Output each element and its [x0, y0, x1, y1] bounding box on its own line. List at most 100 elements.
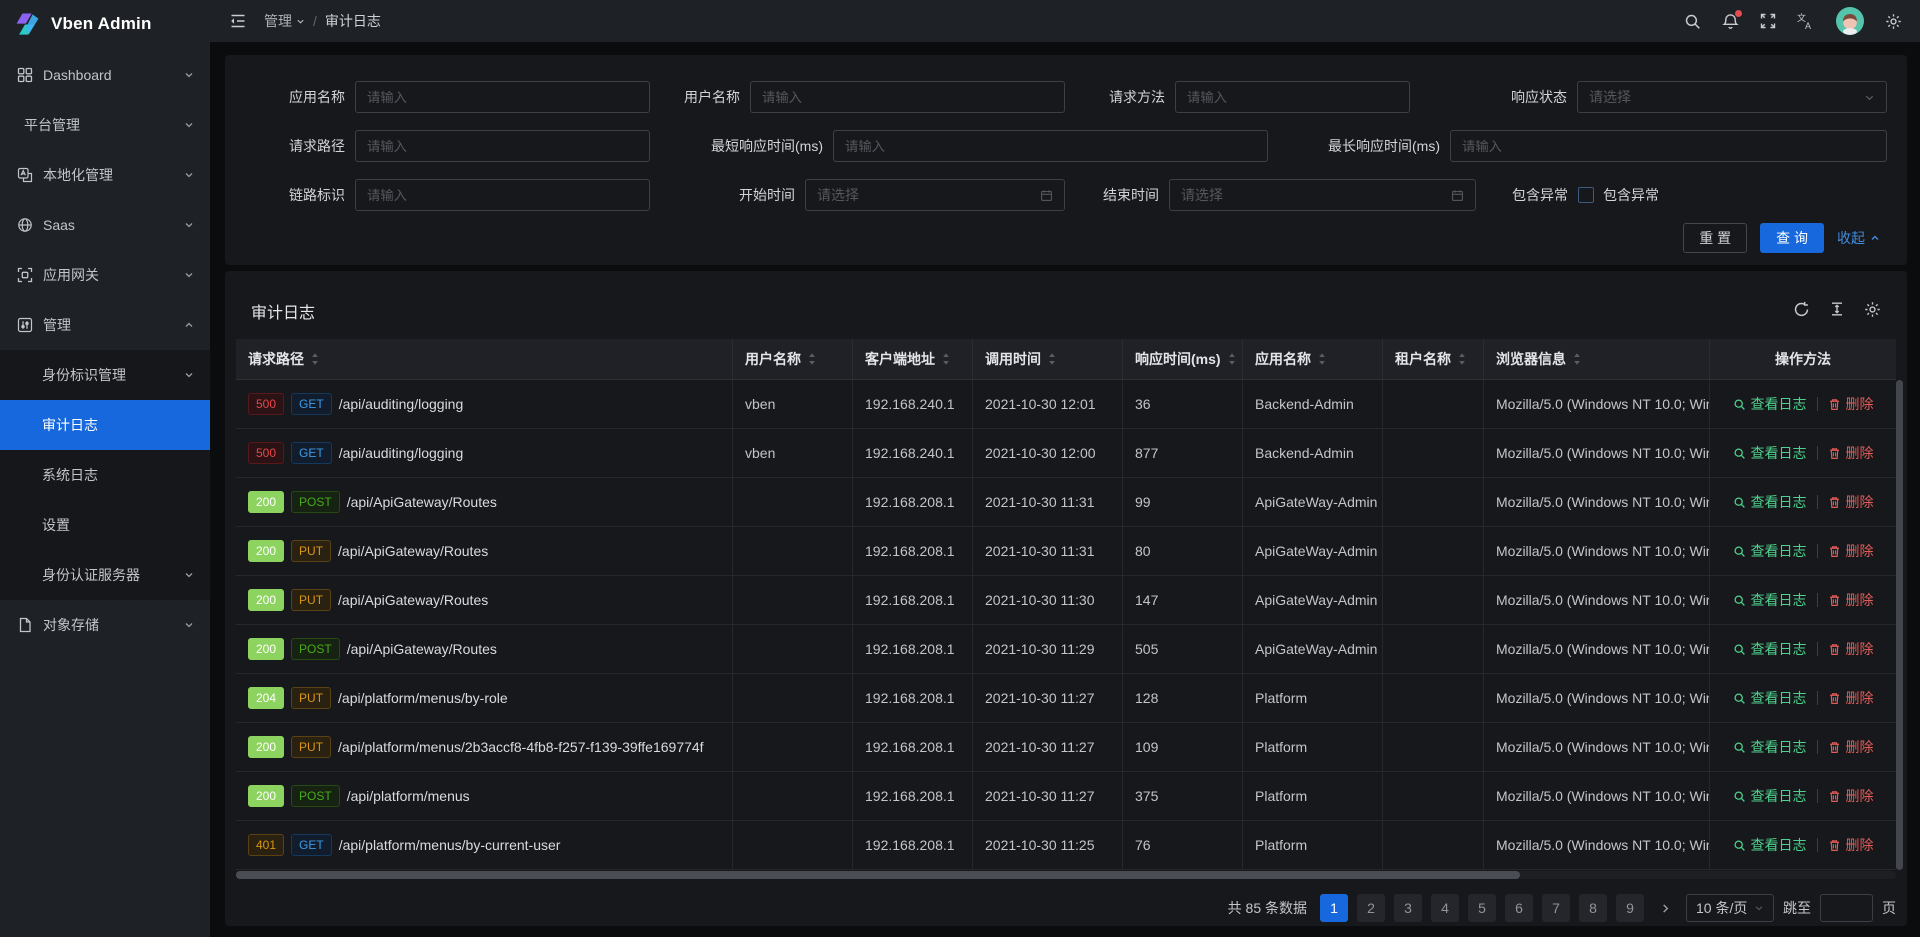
jump-suffix-label: 页 [1882, 900, 1896, 916]
user-name-input[interactable] [750, 81, 1065, 113]
page-button-1[interactable]: 1 [1320, 894, 1348, 922]
sidebar-item-3[interactable]: Saas [0, 200, 210, 250]
end-time-picker[interactable]: 请选择 [1169, 179, 1476, 211]
sidebar-subitem-10[interactable]: 身份认证服务器 [0, 550, 210, 600]
page-size-select[interactable]: 10 条/页 [1686, 894, 1774, 922]
search-icon[interactable] [1684, 13, 1701, 30]
trace-id-input[interactable] [355, 179, 650, 211]
column-header-1[interactable]: 用户名称 [733, 339, 853, 379]
horizontal-scrollbar-thumb[interactable] [236, 871, 1520, 879]
column-header-6[interactable]: 租户名称 [1383, 339, 1484, 379]
cell-client-ip: 192.168.208.1 [853, 527, 973, 575]
column-header-3[interactable]: 调用时间 [973, 339, 1123, 379]
vertical-scrollbar-thumb[interactable] [1896, 380, 1903, 870]
column-settings-gear-icon[interactable] [1864, 301, 1881, 318]
page-button-3[interactable]: 3 [1394, 894, 1422, 922]
sidebar-subitem-6[interactable]: 身份标识管理 [0, 350, 210, 400]
delete-button[interactable]: 删除 [1828, 688, 1874, 708]
view-log-button[interactable]: 查看日志 [1733, 737, 1807, 757]
delete-button[interactable]: 删除 [1828, 639, 1874, 659]
view-log-button[interactable]: 查看日志 [1733, 688, 1807, 708]
row-height-icon[interactable] [1829, 301, 1845, 318]
column-header-0[interactable]: 请求路径 [236, 339, 733, 379]
delete-button[interactable]: 删除 [1828, 443, 1874, 463]
jump-page-input[interactable] [1820, 894, 1873, 922]
column-header-2[interactable]: 客户端地址 [853, 339, 973, 379]
status-badge: 401 [248, 834, 285, 856]
reset-button[interactable]: 重 置 [1683, 223, 1748, 253]
cell-browser: Mozilla/5.0 (Windows NT 10.0; Win [1484, 478, 1710, 526]
sidebar-item-1[interactable]: 平台管理 [0, 100, 210, 150]
delete-button[interactable]: 删除 [1828, 786, 1874, 806]
next-page-button[interactable] [1653, 894, 1677, 922]
sort-caret-icon [1573, 352, 1581, 366]
app-name-input[interactable] [355, 81, 650, 113]
fullscreen-icon[interactable] [1760, 13, 1776, 29]
delete-button[interactable]: 删除 [1828, 541, 1874, 561]
response-status-select[interactable]: 请选择 [1577, 81, 1887, 113]
request-path-input[interactable] [355, 130, 650, 162]
cell-client-ip: 192.168.208.1 [853, 674, 973, 722]
cell-client-ip: 192.168.208.1 [853, 576, 973, 624]
page-button-6[interactable]: 6 [1505, 894, 1533, 922]
include-exception-checkbox[interactable] [1578, 187, 1594, 203]
menu-fold-icon[interactable] [230, 13, 246, 29]
page-button-8[interactable]: 8 [1579, 894, 1607, 922]
delete-button[interactable]: 删除 [1828, 835, 1874, 855]
delete-button[interactable]: 删除 [1828, 492, 1874, 512]
view-log-button[interactable]: 查看日志 [1733, 394, 1807, 414]
column-header-4[interactable]: 响应时间(ms) [1123, 339, 1243, 379]
trash-icon [1828, 447, 1841, 460]
page-button-9[interactable]: 9 [1616, 894, 1644, 922]
view-log-button[interactable]: 查看日志 [1733, 835, 1807, 855]
sidebar-subitem-7[interactable]: 审计日志 [0, 400, 210, 450]
table-row: 200 POST /api/platform/menus 192.168.208… [236, 772, 1896, 821]
delete-button[interactable]: 删除 [1828, 590, 1874, 610]
column-header-5[interactable]: 应用名称 [1243, 339, 1383, 379]
sidebar-item-11[interactable]: 对象存储 [0, 600, 210, 650]
view-log-button[interactable]: 查看日志 [1733, 492, 1807, 512]
max-response-time-input[interactable] [1450, 130, 1887, 162]
cell-user-name: vben [733, 380, 853, 428]
delete-button[interactable]: 删除 [1828, 737, 1874, 757]
view-log-button[interactable]: 查看日志 [1733, 541, 1807, 561]
column-header-7[interactable]: 浏览器信息 [1484, 339, 1710, 379]
sidebar-subitem-9[interactable]: 设置 [0, 500, 210, 550]
sidebar-item-2[interactable]: 本地化管理 [0, 150, 210, 200]
page-button-4[interactable]: 4 [1431, 894, 1459, 922]
sidebar-item-4[interactable]: 应用网关 [0, 250, 210, 300]
page-button-2[interactable]: 2 [1357, 894, 1385, 922]
notification-bell-icon[interactable] [1722, 9, 1742, 30]
search-button[interactable]: 查 询 [1760, 223, 1824, 253]
breadcrumb-root[interactable]: 管理 [264, 11, 305, 31]
action-divider [1816, 789, 1818, 803]
collapse-filter-link[interactable]: 收起 [1837, 228, 1880, 248]
calendar-icon [1040, 189, 1053, 202]
http-method-input[interactable] [1175, 81, 1410, 113]
field-label: 请求路径 [289, 138, 345, 154]
page-button-7[interactable]: 7 [1542, 894, 1570, 922]
cell-call-time: 2021-10-30 11:27 [973, 723, 1123, 771]
cell-client-ip: 192.168.240.1 [853, 380, 973, 428]
start-time-picker[interactable]: 请选择 [805, 179, 1065, 211]
column-label: 浏览器信息 [1496, 351, 1566, 367]
cell-app-name: ApiGateWay-Admin [1243, 527, 1383, 575]
view-log-button[interactable]: 查看日志 [1733, 443, 1807, 463]
view-log-button[interactable]: 查看日志 [1733, 639, 1807, 659]
settings-gear-icon[interactable] [1885, 13, 1902, 30]
request-path-text: /api/platform/menus/by-current-user [338, 837, 561, 853]
view-log-button[interactable]: 查看日志 [1733, 590, 1807, 610]
action-divider [1816, 593, 1818, 607]
sidebar-item-5[interactable]: 管理 [0, 300, 210, 350]
min-response-time-input[interactable] [833, 130, 1268, 162]
chevron-down-icon [184, 620, 194, 630]
refresh-icon[interactable] [1793, 301, 1810, 318]
view-log-button[interactable]: 查看日志 [1733, 786, 1807, 806]
page-button-5[interactable]: 5 [1468, 894, 1496, 922]
avatar[interactable] [1836, 7, 1864, 35]
cell-tenant [1383, 527, 1484, 575]
sidebar-subitem-8[interactable]: 系统日志 [0, 450, 210, 500]
delete-button[interactable]: 删除 [1828, 394, 1874, 414]
sidebar-item-0[interactable]: Dashboard [0, 50, 210, 100]
